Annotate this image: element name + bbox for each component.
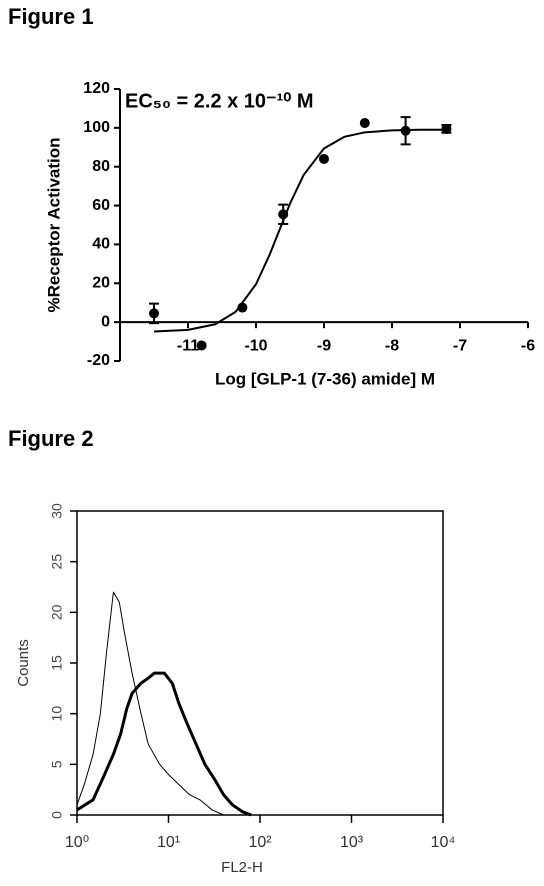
x-tick-label: -8 — [385, 337, 399, 354]
x-tick-label: -7 — [453, 337, 467, 354]
x-tick-label: -10 — [244, 337, 267, 354]
annotation: EC₅₀ = 2.2 x 10⁻¹⁰ M — [125, 90, 314, 112]
x-tick-label: 10² — [248, 834, 272, 851]
figure-title: Figure 1 — [8, 4, 94, 29]
y-tick-label: 10 — [49, 706, 65, 722]
figure-title: Figure 2 — [8, 426, 94, 451]
x-tick-label: 10⁴ — [431, 834, 456, 851]
y-tick-label: 80 — [92, 158, 110, 175]
x-axis-label: FL2-H — [221, 859, 263, 876]
y-tick-label: 20 — [49, 604, 65, 620]
y-tick-label: 40 — [92, 236, 110, 253]
x-tick-label: 10³ — [340, 834, 364, 851]
y-tick-label: 0 — [101, 313, 110, 330]
x-tick-label: -11 — [177, 337, 199, 354]
y-tick-label: 25 — [49, 554, 65, 570]
data-point — [278, 209, 289, 220]
y-axis-label: %Receptor Activation — [44, 137, 63, 312]
data-point — [359, 118, 370, 128]
x-axis-label: Log [GLP-1 (7-36) amide] M — [215, 369, 435, 388]
x-tick-label: 10⁰ — [65, 834, 89, 851]
data-point — [400, 125, 411, 136]
histogram-line — [76, 591, 224, 816]
y-tick-label: 0 — [49, 811, 65, 819]
histogram-line — [76, 671, 252, 817]
data-point — [149, 308, 159, 319]
data-point — [196, 340, 207, 351]
plot-frame — [76, 510, 444, 816]
x-tick-label: -6 — [521, 337, 535, 354]
y-tick-label: 30 — [49, 503, 65, 519]
y-tick-label: -20 — [87, 352, 110, 369]
y-tick-label: 120 — [83, 80, 110, 97]
y-tick-label: 15 — [49, 655, 65, 671]
y-axis-label: Counts — [15, 639, 32, 687]
data-point — [237, 302, 248, 313]
x-tick-label: -9 — [317, 337, 331, 354]
y-tick-label: 20 — [92, 275, 110, 292]
x-tick-label: 10¹ — [157, 834, 180, 851]
y-tick-label: 5 — [49, 760, 65, 768]
data-point — [319, 153, 329, 164]
y-tick-label: 60 — [92, 197, 110, 214]
y-tick-label: 100 — [83, 119, 110, 136]
fit-curve — [153, 128, 447, 333]
data-point — [441, 123, 452, 134]
